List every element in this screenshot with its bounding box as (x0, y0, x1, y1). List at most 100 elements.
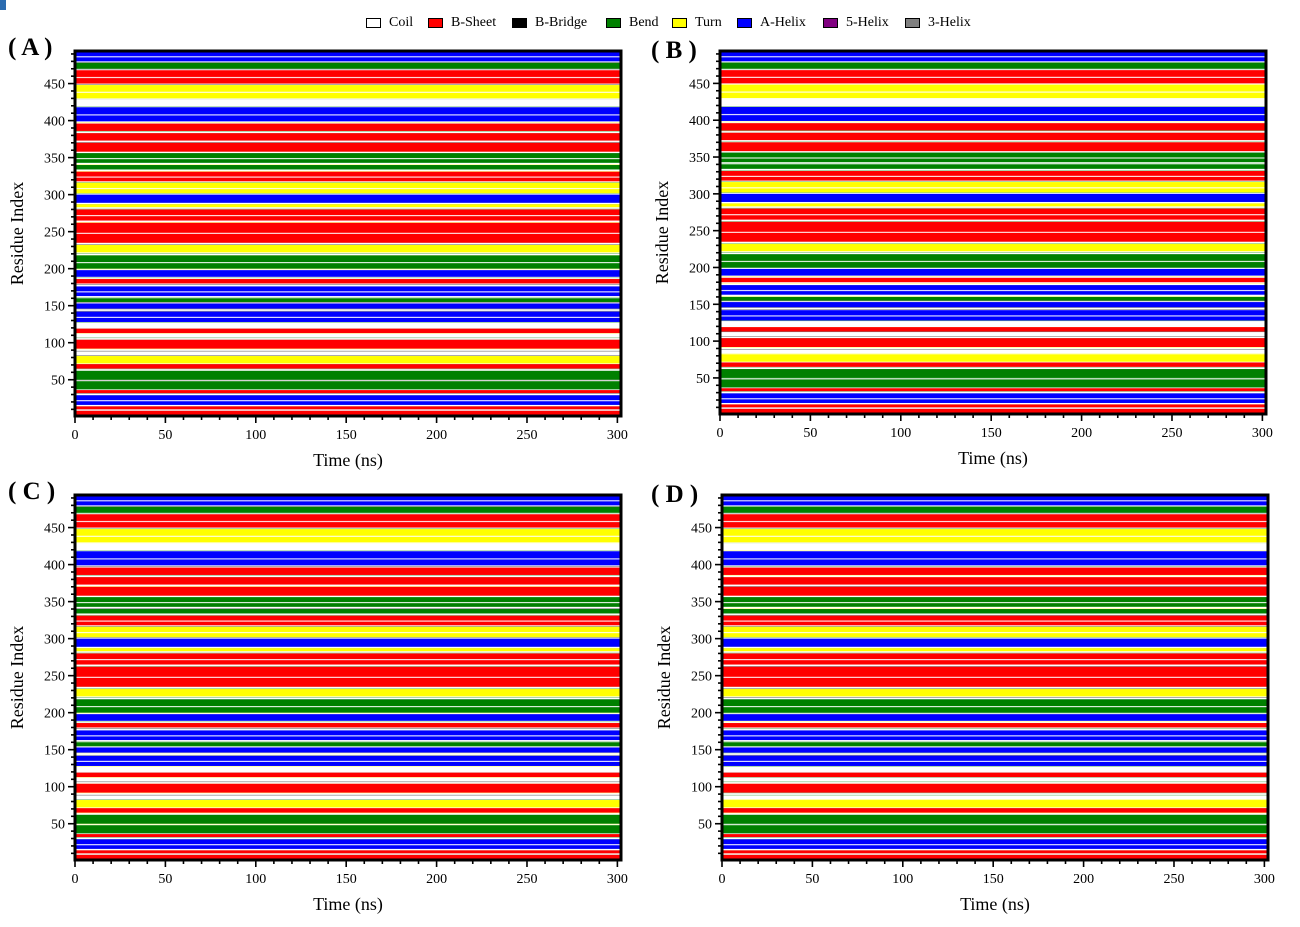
x-tick-label: 0 (72, 428, 79, 443)
y-tick-label: 150 (44, 744, 65, 759)
texture-row (722, 626, 1268, 627)
band-b-sheet (75, 279, 621, 284)
texture-row (75, 528, 621, 529)
texture-row (75, 754, 621, 756)
legend-label-turn: Turn (695, 15, 722, 30)
band-separator (75, 520, 621, 523)
texture-row (720, 121, 1266, 123)
y-tick-label: 450 (689, 77, 710, 92)
band-coil (75, 323, 621, 328)
band-bend (75, 742, 621, 746)
band-a-helix (75, 194, 621, 203)
band-separator (720, 231, 1266, 233)
texture-row (722, 728, 1268, 729)
y-tick-label: 50 (51, 374, 65, 389)
band-separator (720, 157, 1266, 159)
y-tick-label: 100 (44, 337, 65, 352)
x-tick-label: 50 (158, 872, 172, 887)
legend-item-3-helix: 3-Helix (905, 14, 971, 32)
band-coil (720, 99, 1266, 105)
band-b-sheet (75, 364, 621, 369)
band-b-sheet (75, 834, 621, 838)
band-separator (75, 91, 621, 93)
texture-row (722, 777, 1268, 778)
band-b-sheet (75, 772, 621, 778)
band-bend (75, 62, 621, 69)
band-coil (722, 777, 1268, 782)
texture-row (75, 253, 621, 254)
chart-panel-c: 0 50 100 150 200 250 300 Time (ns) 50 100 150 200 25… (7, 493, 628, 915)
band-b-sheet (75, 142, 621, 152)
texture-row (75, 244, 621, 245)
band-coil (75, 795, 621, 799)
band-a-helix (722, 747, 1268, 753)
y-tick-label: 400 (689, 114, 710, 129)
chart-panel-b: 0 50 100 150 200 250 300 Time (ns) 50 100 150 200 25… (652, 49, 1273, 469)
band-bend (722, 609, 1268, 614)
x-tick-label: 100 (890, 426, 911, 441)
texture-row (75, 208, 621, 210)
texture-row (75, 284, 621, 285)
texture-row (75, 792, 621, 794)
texture-row (722, 688, 1268, 689)
legend-swatch-turn (672, 18, 687, 28)
chart-panel-a: 0 50 100 150 200 250 300 Time (ns) 50 100 150 200 25… (7, 49, 628, 471)
band-b-sheet (722, 808, 1268, 813)
texture-row (722, 652, 1268, 654)
legend-item-bend: Bend (606, 14, 659, 32)
texture-row (722, 666, 1268, 667)
band-turn (722, 648, 1268, 652)
texture-row (720, 320, 1266, 322)
band-a-helix (722, 638, 1268, 647)
y-tick-label: 50 (51, 818, 65, 833)
band-separator (75, 400, 621, 402)
band-separator (75, 535, 621, 537)
x-tick-label: 250 (1163, 872, 1184, 887)
band-bend (75, 609, 621, 614)
texture-row (722, 637, 1268, 638)
texture-row (75, 608, 621, 609)
band-bend (720, 296, 1266, 301)
band-separator (720, 315, 1266, 317)
band-separator (722, 844, 1268, 846)
band-separator (722, 558, 1268, 560)
legend-swatch-5-helix (823, 18, 838, 28)
panel-label-b: ( B ) (651, 37, 697, 64)
y-axis-label: Residue Index (7, 182, 27, 285)
band-separator (75, 56, 621, 58)
band-turn (722, 688, 1268, 697)
band-b-sheet (75, 723, 621, 728)
x-tick-label: 50 (158, 428, 172, 443)
texture-row (75, 368, 621, 370)
band-bend (75, 381, 621, 390)
texture-row (75, 337, 621, 339)
x-axis: 0 50 100 150 200 250 300 Time (ns) (719, 860, 1275, 915)
x-tick-label: 0 (717, 426, 724, 441)
texture-row (75, 652, 621, 654)
band-coil (75, 777, 621, 782)
texture-row (720, 68, 1266, 70)
texture-row (722, 586, 1268, 587)
texture-row (75, 745, 621, 747)
y-tick-label: 400 (44, 559, 65, 574)
legend-swatch-a-helix (737, 18, 752, 28)
x-tick-label: 250 (516, 428, 537, 443)
x-axis-label: Time (ns) (960, 894, 1030, 915)
texture-row (75, 350, 621, 352)
texture-row (720, 221, 1266, 222)
y-tick-label: 350 (44, 596, 65, 611)
band-separator (720, 398, 1266, 400)
band-a-helix (720, 193, 1266, 202)
legend-label-b-sheet: B-Sheet (451, 15, 497, 30)
texture-row (75, 721, 621, 723)
y-tick-label: 400 (44, 115, 65, 130)
texture-row (720, 282, 1266, 284)
texture-row (75, 823, 621, 825)
band-separator (720, 289, 1266, 292)
band-coil (722, 543, 1268, 550)
band-separator (75, 558, 621, 560)
y-axis: 50 100 150 200 250 300 350 400 450 Residue Index (654, 497, 722, 855)
texture-row (722, 781, 1268, 783)
band-turn (75, 204, 621, 208)
texture-row (720, 335, 1266, 337)
